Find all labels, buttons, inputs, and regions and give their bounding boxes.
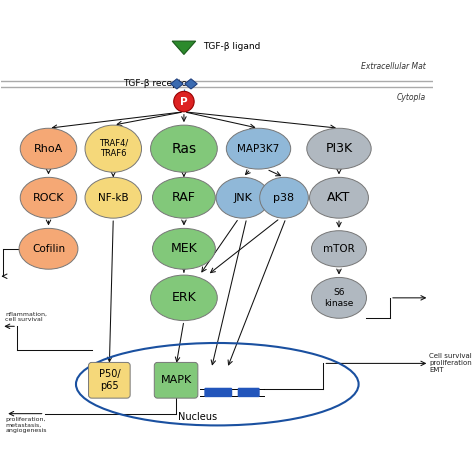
- FancyBboxPatch shape: [237, 388, 260, 397]
- Ellipse shape: [151, 125, 217, 172]
- Text: RAF: RAF: [172, 191, 196, 204]
- Text: TGF-β receptor: TGF-β receptor: [123, 80, 191, 89]
- Text: Cytopla: Cytopla: [396, 93, 425, 102]
- Polygon shape: [171, 79, 183, 89]
- FancyBboxPatch shape: [155, 363, 198, 398]
- Text: ROCK: ROCK: [33, 193, 64, 203]
- Text: NF-kB: NF-kB: [98, 193, 128, 203]
- Text: RhoA: RhoA: [34, 144, 63, 154]
- Text: nflammation,
cell survival: nflammation, cell survival: [5, 311, 47, 322]
- Text: proliferation,
metastasis,
angiogenesis: proliferation, metastasis, angiogenesis: [5, 417, 47, 433]
- Ellipse shape: [260, 177, 309, 218]
- Text: ERK: ERK: [172, 292, 196, 304]
- Text: TRAF4/
TRAF6: TRAF4/ TRAF6: [99, 139, 128, 158]
- Text: P: P: [180, 97, 188, 107]
- Ellipse shape: [310, 177, 368, 218]
- Ellipse shape: [20, 128, 77, 169]
- Text: PI3K: PI3K: [326, 142, 353, 155]
- Ellipse shape: [311, 231, 366, 267]
- Text: S6
kinase: S6 kinase: [324, 288, 354, 308]
- Text: mTOR: mTOR: [323, 244, 355, 254]
- Ellipse shape: [151, 275, 217, 320]
- FancyBboxPatch shape: [204, 388, 232, 397]
- Polygon shape: [172, 41, 196, 55]
- Text: P50/
p65: P50/ p65: [99, 369, 120, 391]
- Text: Cofilin: Cofilin: [32, 244, 65, 254]
- Text: p38: p38: [273, 193, 295, 203]
- Text: AKT: AKT: [328, 191, 351, 204]
- Text: MEK: MEK: [171, 242, 197, 255]
- Ellipse shape: [19, 228, 78, 269]
- Text: Ras: Ras: [172, 142, 197, 155]
- Ellipse shape: [85, 125, 142, 172]
- Text: JNK: JNK: [233, 193, 252, 203]
- Ellipse shape: [307, 128, 371, 169]
- Text: MAP3K7: MAP3K7: [237, 144, 280, 154]
- Ellipse shape: [85, 177, 142, 218]
- Text: Cell survival
proliferation
EMT: Cell survival proliferation EMT: [429, 354, 472, 374]
- Ellipse shape: [153, 177, 215, 218]
- Circle shape: [174, 91, 194, 112]
- Ellipse shape: [153, 228, 215, 269]
- Ellipse shape: [20, 177, 77, 218]
- FancyBboxPatch shape: [89, 363, 130, 398]
- Polygon shape: [185, 79, 197, 89]
- Ellipse shape: [216, 177, 270, 218]
- Ellipse shape: [226, 128, 291, 169]
- Text: Extracellular Mat: Extracellular Mat: [361, 62, 425, 71]
- Text: Nucleus: Nucleus: [178, 411, 217, 421]
- Ellipse shape: [311, 277, 366, 318]
- Text: MAPK: MAPK: [161, 375, 191, 385]
- Text: TGF-β ligand: TGF-β ligand: [203, 42, 261, 51]
